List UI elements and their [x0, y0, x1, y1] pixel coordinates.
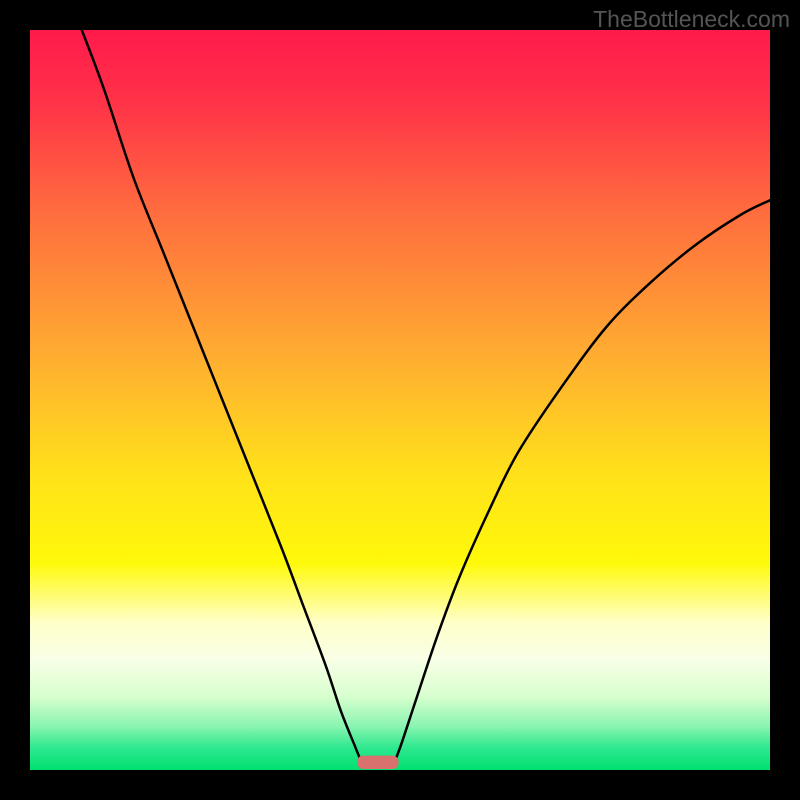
watermark-text: TheBottleneck.com [593, 6, 790, 33]
plot-background [30, 30, 770, 770]
chart-container: TheBottleneck.com [0, 0, 800, 800]
bottleneck-chart-svg [0, 0, 800, 800]
optimum-marker [357, 756, 398, 769]
